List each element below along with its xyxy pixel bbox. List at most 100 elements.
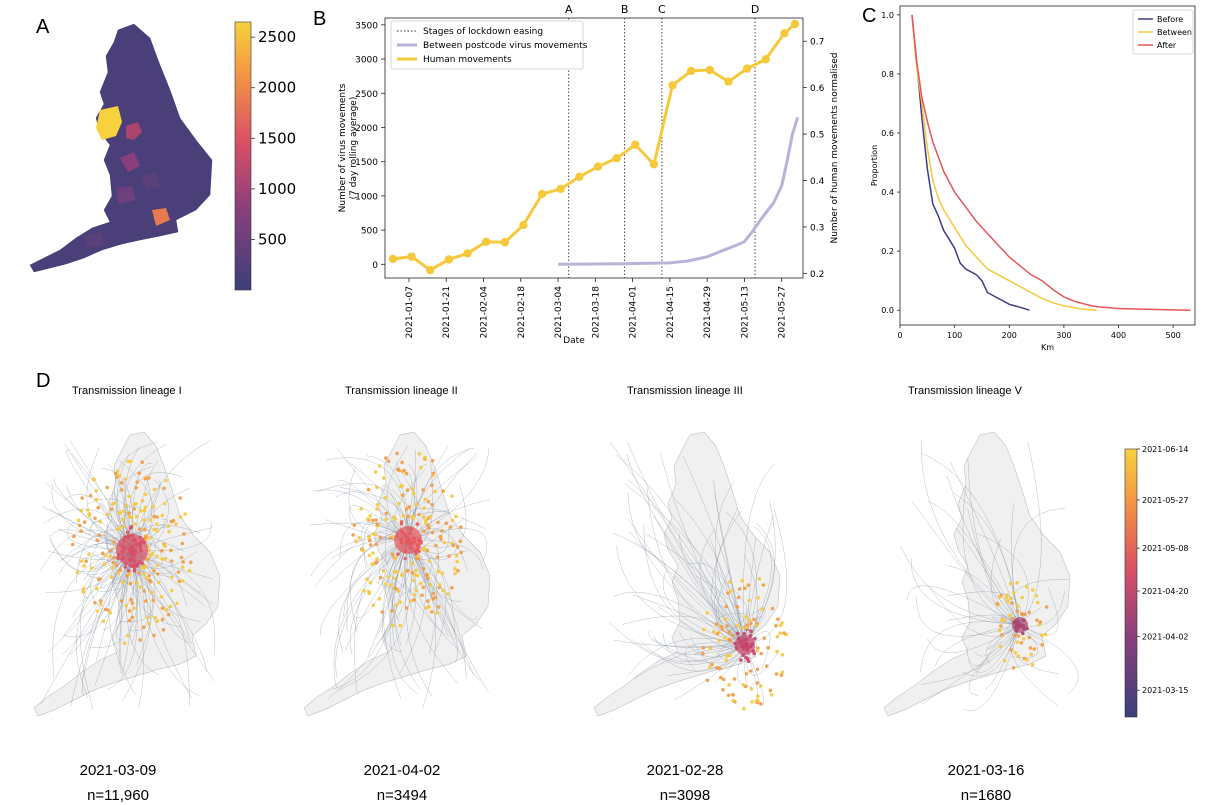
colorbar-a-tick-2: 1500 [258,129,296,147]
b-ytick-5: 2500 [355,90,378,100]
b-human-point-19 [742,64,752,73]
panel-d-maps [33,431,1079,717]
b-ytick-0: 0 [372,261,378,271]
b-human-point-16 [686,66,696,76]
lineage-hub-3 [735,635,755,655]
b-human-point-11 [593,162,603,171]
b-xtick-10: 2021-05-27 [778,286,788,338]
c-xtick-1: 100 [947,331,962,340]
panel-b-legend: Stages of lockdown easing Between postcod… [390,20,588,70]
b-ytick-1: 500 [361,227,378,237]
b-human-point-18 [724,77,733,86]
b-ytick-right-2: 0.4 [810,177,825,187]
b-ytick-right-3: 0.5 [810,131,824,141]
panel-d-colorbar: 2021-03-15 2021-04-02 2021-04-20 2021-05-08… [1124,445,1189,718]
b-ytick-right-0: 0.2 [810,270,824,280]
b-ytick-3: 1500 [355,158,378,168]
colorbar-d-tick-2: 2021-04-20 [1142,587,1189,596]
b-human-point-8 [537,189,547,199]
panel-b-chart: 0 500 1000 1500 2000 2500 3000 3500 0.2 0.3 0.4 0.5… [338,3,840,346]
b-xtick-4: 2021-03-04 [554,286,564,339]
b-human-point-5 [481,237,491,246]
map-date-3: 2021-02-28 [646,762,724,779]
c-series-between [911,14,1097,311]
c-ytick-5: 1.0 [881,11,894,20]
lineage-map-2 [303,431,491,717]
colorbar-d-tick-4: 2021-05-27 [1142,496,1189,505]
c-ytick-1: 0.2 [881,247,894,256]
b-xtick-6: 2021-04-01 [629,286,639,338]
panel-label-d: D [36,370,51,392]
panel-label-b: B [313,8,327,30]
lineage-map-4 [883,431,1079,717]
lineage-map-1 [33,431,221,717]
b-ylabel-right: Number of human movements normalised [830,52,840,243]
b-xtick-9: 2021-05-13 [740,286,750,338]
b-stage-label-D: D [751,3,759,16]
b-xtick-7: 2021-04-15 [666,286,676,338]
c-ytick-3: 0.6 [881,129,894,138]
map-n-2: n=3494 [376,787,428,804]
b-xtick-8: 2021-04-29 [703,286,713,339]
b-ytick-7: 3500 [355,21,378,31]
b-human-point-21 [780,29,789,38]
c-ytick-0: 0.0 [881,306,894,315]
lineage-title-1: Transmission lineage I [72,385,182,397]
b-human-point-10 [575,172,584,181]
b-xtick-1: 2021-01-21 [442,286,452,338]
colorbar-a-tick-4: 2500 [258,28,296,46]
lineage-map-3 [593,431,788,717]
b-legend-entry-2: Human movements [423,55,512,65]
panel-label-c: C [862,5,877,27]
c-xtick-4: 400 [1111,331,1126,340]
b-ytick-right-5: 0.7 [810,38,824,48]
b-human-point-20 [761,55,770,64]
colorbar-a-tick-1: 1000 [258,180,296,198]
c-xtick-5: 500 [1166,331,1181,340]
colorbar-d-tick-3: 2021-05-08 [1142,544,1189,553]
b-human-point-12 [612,154,621,163]
england-outline [29,23,213,273]
c-xtick-3: 300 [1056,331,1071,340]
b-human-point-15 [668,81,677,90]
c-legend-entry-0: Before [1157,15,1183,24]
colorbar-a-tick-3: 2000 [258,79,296,97]
b-xtick-0: 2021-01-07 [405,286,415,338]
colorbar-a-tick-0: 500 [258,230,287,248]
c-series-after [911,14,1191,311]
c-xtick-0: 0 [897,331,902,340]
b-human-point-22 [790,19,800,29]
b-ylabel-2: (7 day rolling average) [349,97,359,200]
b-ytick-right-1: 0.3 [810,223,824,233]
b-xtick-3: 2021-02-18 [517,286,527,339]
b-human-point-1 [407,252,416,261]
b-stage-label-B: B [621,3,629,16]
b-human-point-13 [631,140,640,149]
map-n-3: n=3098 [659,787,711,804]
b-xtick-2: 2021-02-04 [480,286,490,339]
b-human-point-0 [388,254,398,264]
b-human-point-9 [556,184,565,194]
b-legend-entry-0: Stages of lockdown easing [423,27,543,37]
lineage-title-4: Transmission lineage V [908,385,1022,397]
c-ytick-2: 0.4 [881,188,894,197]
colorbar-d-tick-0: 2021-03-15 [1142,686,1189,695]
c-series-before [911,14,1030,311]
b-stage-label-A: A [565,3,573,16]
b-ytick-2: 1000 [355,192,378,202]
b-human-point-2 [426,265,435,275]
map-date-1: 2021-03-09 [79,762,157,779]
b-ylabel: Number of virus movements [338,83,348,212]
colorbar-d-tick-1: 2021-04-02 [1142,633,1189,642]
c-ytick-4: 0.8 [881,70,894,79]
c-legend-entry-2: After [1157,41,1177,50]
b-human-point-6 [500,238,510,247]
lineage-title-3: Transmission lineage III [627,385,743,397]
c-legend-entry-1: Between [1157,28,1192,37]
panel-c-chart: 0.0 0.2 0.4 0.6 0.8 1.0 0 100 200 300 400 500 Km Prop… [870,5,1196,352]
b-human-point-17 [705,65,715,75]
lineage-hub-4 [1012,617,1028,633]
b-human-point-3 [444,255,454,264]
map-date-4: 2021-03-16 [947,762,1025,779]
panel-c-legend: Before Between After [1132,9,1194,55]
